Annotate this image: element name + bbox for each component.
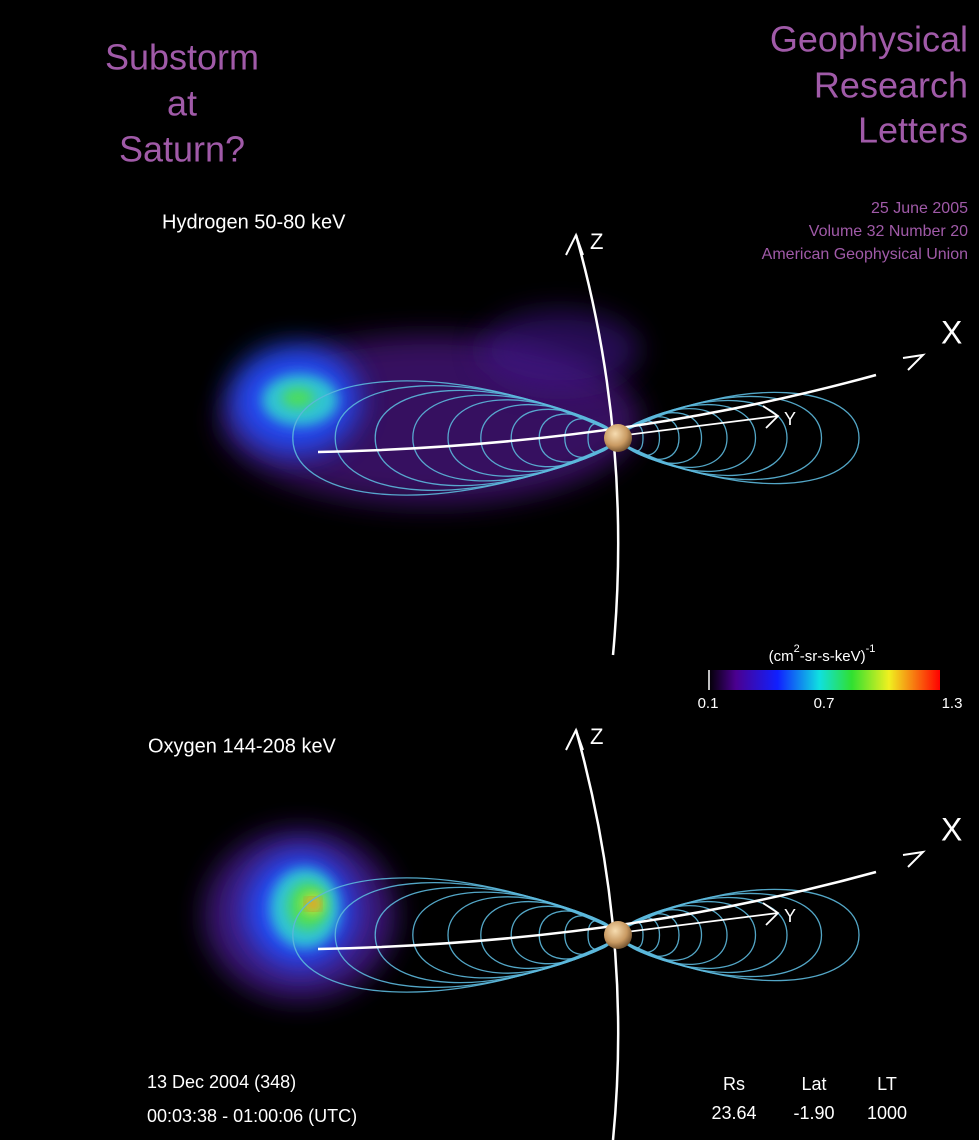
panel-figure: Z X Y — [205, 724, 962, 1140]
observation-date: 13 Dec 2004 (348) — [147, 1072, 296, 1092]
y-arrow — [762, 405, 780, 429]
journal-title-line: Letters — [858, 110, 968, 151]
figure: Z X Y Z X Y — [205, 229, 962, 1140]
z-label: Z — [590, 724, 603, 749]
field-line — [412, 394, 614, 482]
intensity-blob — [308, 900, 318, 908]
y-label: Y — [784, 906, 796, 926]
headline-line: Substorm — [105, 37, 259, 78]
column-value: -1.90 — [793, 1103, 834, 1123]
panel-label: Hydrogen 50-80 keV — [162, 211, 346, 233]
field-line — [412, 891, 614, 979]
y-arrow — [762, 902, 780, 926]
unit-power: 2 — [794, 643, 800, 655]
headline-line: Saturn? — [119, 129, 245, 170]
y-label: Y — [784, 409, 796, 429]
x-label: X — [941, 811, 962, 847]
saturn — [604, 921, 632, 949]
issue-date: 25 June 2005 — [871, 200, 968, 217]
field-line — [622, 888, 860, 982]
field-line — [374, 886, 614, 984]
headline: Substorm at Saturn? — [105, 37, 259, 170]
y-axis — [617, 415, 779, 437]
unit-part: -sr-s-keV) — [800, 648, 866, 665]
journal-title: Geophysical Research Letters — [770, 19, 968, 151]
unit-exponent: -1 — [866, 643, 876, 655]
x-arrow — [902, 353, 926, 371]
issue-info: 25 June 2005 Volume 32 Number 20 America… — [762, 200, 968, 263]
observation-time: 00:03:38 - 01:00:06 (UTC) — [147, 1106, 357, 1126]
field-line — [334, 882, 614, 988]
field-line — [292, 380, 614, 496]
column-heading: Rs — [723, 1074, 745, 1094]
saturn — [604, 424, 632, 452]
issue-volume: Volume 32 Number 20 — [809, 223, 968, 240]
colorbar: (cm2-sr-s-keV)-1 0.1 0.7 1.3 — [698, 643, 963, 712]
column-value: 1000 — [867, 1103, 907, 1123]
colorbar-tick: 1.3 — [942, 695, 963, 712]
footer: 13 Dec 2004 (348) 00:03:38 - 01:00:06 (U… — [147, 1072, 907, 1126]
field-line — [292, 877, 614, 993]
publisher: American Geophysical Union — [762, 246, 968, 263]
z-label: Z — [590, 229, 603, 254]
y-axis — [617, 912, 779, 934]
unit-part: (cm — [769, 648, 794, 665]
column-heading: Lat — [801, 1074, 826, 1094]
journal-title-line: Research — [814, 65, 968, 106]
headline-line: at — [167, 83, 197, 124]
z-arrow — [565, 727, 584, 751]
z-arrow — [565, 232, 584, 256]
x-arrow — [902, 850, 926, 868]
journal-title-line: Geophysical — [770, 19, 968, 60]
colorbar-tick: 0.7 — [814, 695, 835, 712]
field-line — [622, 391, 860, 485]
column-heading: LT — [877, 1074, 897, 1094]
column-value: 23.64 — [711, 1103, 756, 1123]
field-line — [374, 389, 614, 487]
colorbar-tick: 0.1 — [698, 695, 719, 712]
panel-figure: Z X Y — [220, 229, 962, 656]
colorbar-unit: (cm2-sr-s-keV)-1 — [769, 643, 876, 665]
x-label: X — [941, 314, 962, 350]
field-line — [334, 385, 614, 491]
intensity-blob — [282, 388, 314, 408]
colorbar-scale — [708, 670, 940, 690]
intensity-blob — [480, 310, 640, 390]
panel-label: Oxygen 144-208 keV — [148, 735, 337, 757]
